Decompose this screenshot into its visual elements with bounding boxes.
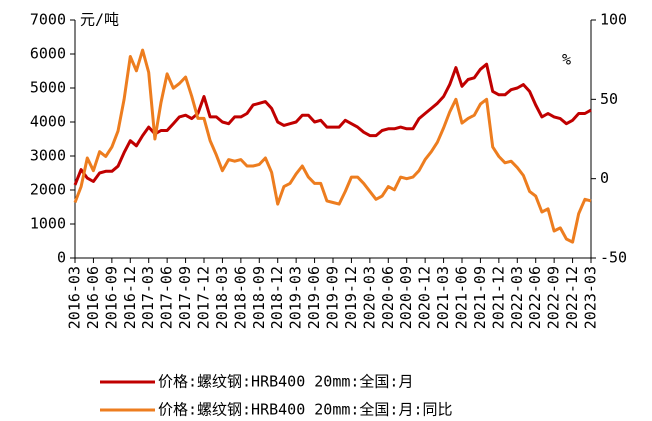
x-tick-label: 2022-03	[508, 266, 526, 329]
data-line	[73, 48, 592, 244]
legend-label: 价格:螺纹钢:HRB400 20mm:全国:月:同比	[158, 401, 453, 419]
x-tick-label: 2022-06	[526, 266, 544, 329]
y2-tick-label: 100	[600, 11, 627, 29]
x-tick-label: 2022-09	[545, 266, 563, 329]
x-tick-label: 2017-06	[158, 266, 176, 329]
y2-tick-label: -50	[600, 249, 627, 267]
x-tick-label: 2016-03	[66, 266, 84, 329]
y2-axis-label: %	[562, 51, 571, 69]
x-tick-label: 2018-06	[231, 266, 249, 329]
legend-label: 价格:螺纹钢:HRB400 20mm:全国:月	[158, 373, 413, 391]
y-tick-label: 0	[57, 249, 66, 267]
y-axis-label: 元/吨	[80, 11, 119, 29]
x-tick-label: 2017-09	[176, 266, 194, 329]
x-tick-label: 2021-09	[471, 266, 489, 329]
x-tick-label: 2021-03	[434, 266, 452, 329]
x-tick-label: 2019-03	[287, 266, 305, 329]
x-tick-label: 2019-06	[305, 266, 323, 329]
x-tick-label: 2016-12	[121, 266, 139, 329]
x-tick-label: 2020-09	[397, 266, 415, 329]
y-tick-label: 5000	[30, 79, 66, 97]
x-tick-label: 2017-03	[139, 266, 157, 329]
x-tick-label: 2018-03	[213, 266, 231, 329]
x-tick-label: 2020-03	[360, 266, 378, 329]
y-tick-label: 6000	[30, 45, 66, 63]
x-tick-label: 2019-12	[342, 266, 360, 329]
x-tick-label: 2017-12	[195, 266, 213, 329]
x-tick-label: 2020-06	[379, 266, 397, 329]
data-line	[73, 62, 592, 186]
y-tick-label: 3000	[30, 147, 66, 165]
y2-tick-label: 50	[600, 90, 618, 108]
y-tick-label: 2000	[30, 181, 66, 199]
x-tick-label: 2018-12	[268, 266, 286, 329]
x-tick-label: 2021-06	[453, 266, 471, 329]
y-tick-label: 7000	[30, 11, 66, 29]
x-tick-label: 2016-06	[84, 266, 102, 329]
x-tick-label: 2019-09	[324, 266, 342, 329]
x-tick-label: 2018-09	[250, 266, 268, 329]
x-tick-label: 2022-12	[563, 266, 581, 329]
x-tick-label: 2021-12	[489, 266, 507, 329]
x-tick-label: 2023-03	[582, 266, 600, 329]
x-tick-label: 2016-09	[102, 266, 120, 329]
x-tick-label: 2020-12	[416, 266, 434, 329]
y2-tick-label: 0	[600, 169, 609, 187]
y-tick-label: 1000	[30, 215, 66, 233]
y-tick-label: 4000	[30, 113, 66, 131]
